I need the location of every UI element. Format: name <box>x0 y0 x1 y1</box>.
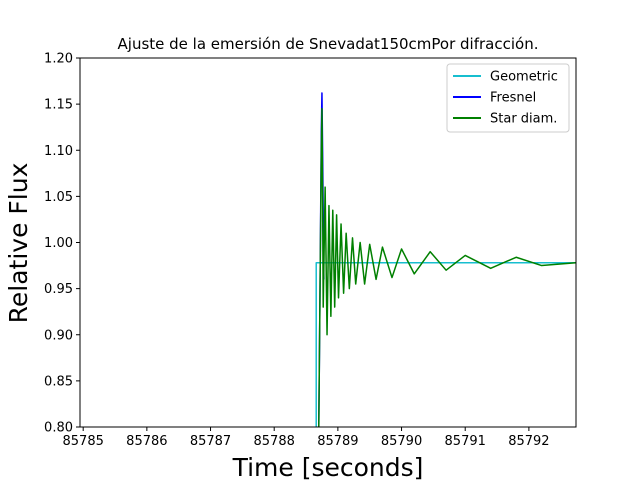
x-tick-label: 85788 <box>254 434 295 449</box>
x-tick-label: 85791 <box>445 434 486 449</box>
legend-label: Fresnel <box>490 91 536 106</box>
y-tick-label: 1.15 <box>44 98 73 113</box>
legend-box <box>446 63 570 133</box>
x-axis-label: Time [seconds] <box>232 453 424 480</box>
x-tick-label: 85786 <box>126 434 167 449</box>
series-line-star-diam <box>318 107 576 427</box>
x-axis: 85785 85786 85787 85788 85789 85790 85791 85792 <box>63 427 550 449</box>
y-axis: 0.80 0.85 0.90 0.95 1.00 1.05 1.10 1.15 1.20 <box>44 52 80 436</box>
y-tick-label: 1.10 <box>44 144 73 159</box>
chart-title: Ajuste de la emersión de Snevadat150cmPo… <box>118 35 539 53</box>
x-tick-label: 85792 <box>508 434 549 449</box>
legend-label: Star diam. <box>490 112 557 127</box>
x-tick-label: 85785 <box>63 434 104 449</box>
x-tick-label: 85787 <box>190 434 231 449</box>
y-tick-label: 0.95 <box>44 282 73 297</box>
legend-label: Geometric <box>490 70 558 85</box>
plot-area <box>315 92 576 427</box>
x-tick-label: 85790 <box>381 434 422 449</box>
y-tick-label: 1.00 <box>44 236 73 251</box>
series-line-geometric <box>315 262 576 427</box>
y-axis-label: Relative Flux <box>4 163 33 324</box>
y-tick-label: 1.20 <box>44 52 73 67</box>
y-tick-label: 0.90 <box>44 328 73 343</box>
x-tick-label: 85789 <box>317 434 358 449</box>
legend: Geometric Fresnel Star diam. <box>446 63 570 133</box>
y-tick-label: 1.05 <box>44 190 73 205</box>
y-tick-label: 0.80 <box>44 421 73 436</box>
y-tick-label: 0.85 <box>44 374 73 389</box>
